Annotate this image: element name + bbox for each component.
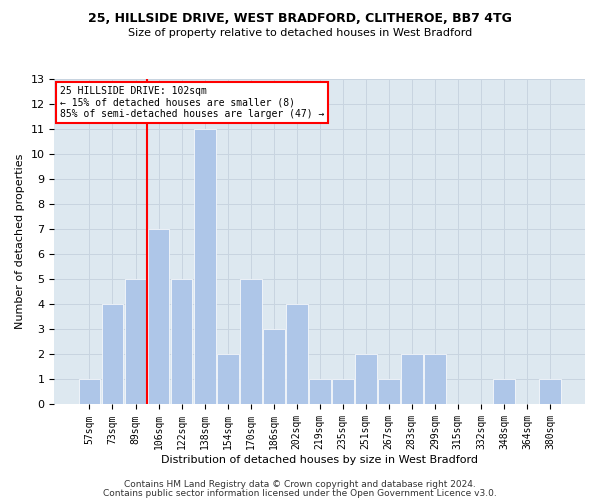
- Bar: [332, 380, 353, 404]
- Bar: [539, 380, 561, 404]
- Bar: [286, 304, 308, 404]
- Bar: [424, 354, 446, 405]
- Bar: [378, 380, 400, 404]
- Text: Contains public sector information licensed under the Open Government Licence v3: Contains public sector information licen…: [103, 490, 497, 498]
- Bar: [125, 280, 146, 404]
- Bar: [309, 380, 331, 404]
- Text: Size of property relative to detached houses in West Bradford: Size of property relative to detached ho…: [128, 28, 472, 38]
- Bar: [355, 354, 377, 405]
- Text: Contains HM Land Registry data © Crown copyright and database right 2024.: Contains HM Land Registry data © Crown c…: [124, 480, 476, 489]
- Text: 25 HILLSIDE DRIVE: 102sqm
← 15% of detached houses are smaller (8)
85% of semi-d: 25 HILLSIDE DRIVE: 102sqm ← 15% of detac…: [60, 86, 324, 118]
- Bar: [101, 304, 124, 404]
- Y-axis label: Number of detached properties: Number of detached properties: [15, 154, 25, 330]
- Bar: [401, 354, 423, 405]
- Bar: [217, 354, 239, 405]
- Bar: [239, 280, 262, 404]
- Bar: [79, 380, 100, 404]
- Bar: [170, 280, 193, 404]
- Text: 25, HILLSIDE DRIVE, WEST BRADFORD, CLITHEROE, BB7 4TG: 25, HILLSIDE DRIVE, WEST BRADFORD, CLITH…: [88, 12, 512, 26]
- Bar: [148, 229, 169, 404]
- Bar: [194, 129, 215, 404]
- Bar: [263, 330, 284, 404]
- Bar: [493, 380, 515, 404]
- X-axis label: Distribution of detached houses by size in West Bradford: Distribution of detached houses by size …: [161, 455, 478, 465]
